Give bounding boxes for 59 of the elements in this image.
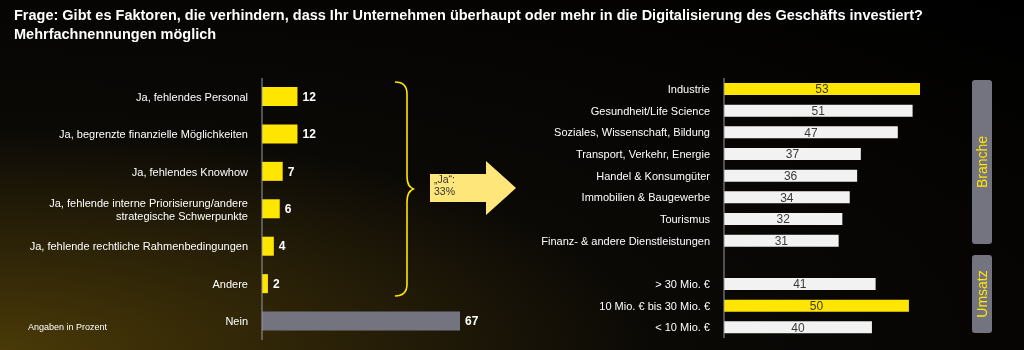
y-tick-label: Andere [212,277,248,290]
bar [262,124,298,144]
y-tick-label: Ja, fehlende interne Priorisierung/andere strategische Schwerpunkte [49,196,248,222]
bar [724,299,909,312]
data-label: 53 [815,82,829,97]
data-label: 12 [302,127,317,142]
bar [724,234,839,247]
data-label: 50 [809,298,824,313]
text: Branche [974,135,990,189]
text: Mehrfachnennungen möglich [14,25,218,44]
y-tick-label: Industrie [667,82,710,95]
data-label: 37 [785,147,800,162]
data-label: 12 [302,89,317,104]
data-label: 32 [776,212,791,227]
y-tick-label: 10 Mio. € bis 30 Mio. € [599,299,710,312]
bar [262,87,298,106]
y-tick-label: Ja, begrenzte finanzielle Möglichkeiten [59,128,248,141]
bar [262,199,280,219]
y-tick-label: Soziales, Wissenschaft, Bildung [554,126,710,139]
data-label: 34 [780,190,794,205]
y-tick-label: Ja, fehlende rechtliche Rahmenbedingungen [29,240,248,253]
data-label: 4 [278,239,286,254]
bar [724,169,858,182]
bar [724,148,861,160]
bar [724,104,913,117]
data-label: 6 [284,202,292,217]
y-tick-label: Ja, fehlendes Knowhow [131,165,249,178]
data-label: 51 [811,103,826,118]
data-label: 67 [465,314,479,329]
data-label: 2 [272,276,280,291]
y-tick-label: Handel & Konsumgüter [596,169,711,182]
y-tick-label: Tourismus [659,212,711,225]
bar [724,213,843,225]
bar [262,236,274,256]
y-tick-label: Gesundheit/Life Science [590,104,710,117]
data-label: 36 [783,168,798,183]
text: Angaben in Prozent [28,322,108,332]
bar [262,161,283,181]
y-tick-label: Ja, fehlendes Personal [136,90,248,103]
data-label: 47 [804,125,818,140]
y-tick-label: Nein [225,315,248,328]
bar [724,278,876,290]
bar [724,321,872,334]
bar [724,191,850,204]
data-label: 31 [774,233,789,248]
data-label: 41 [793,277,807,292]
y-tick-label: Immobilien & Baugewerbe [581,191,710,204]
chart-title: Frage: Gibt es Faktoren, die verhindern, dass Ihr Unternehmen überhaupt oder mehr in die Digitalisierung des Geschäfts investiert? [14,6,923,25]
bar [724,126,898,139]
annotation: „Ja“: 33% [434,173,456,197]
y-tick-label: < 10 Mio. € [655,321,710,334]
y-tick-label: Finanz- & andere Dienstleistungen [541,234,710,247]
data-label: 40 [791,320,805,335]
text: Umsatz [974,270,991,318]
y-tick-label: > 30 Mio. € [655,277,710,290]
bar [262,311,460,331]
bar [724,83,920,95]
y-tick-label: Transport, Verkehr, Energie [575,147,710,160]
data-label: 7 [287,164,295,179]
